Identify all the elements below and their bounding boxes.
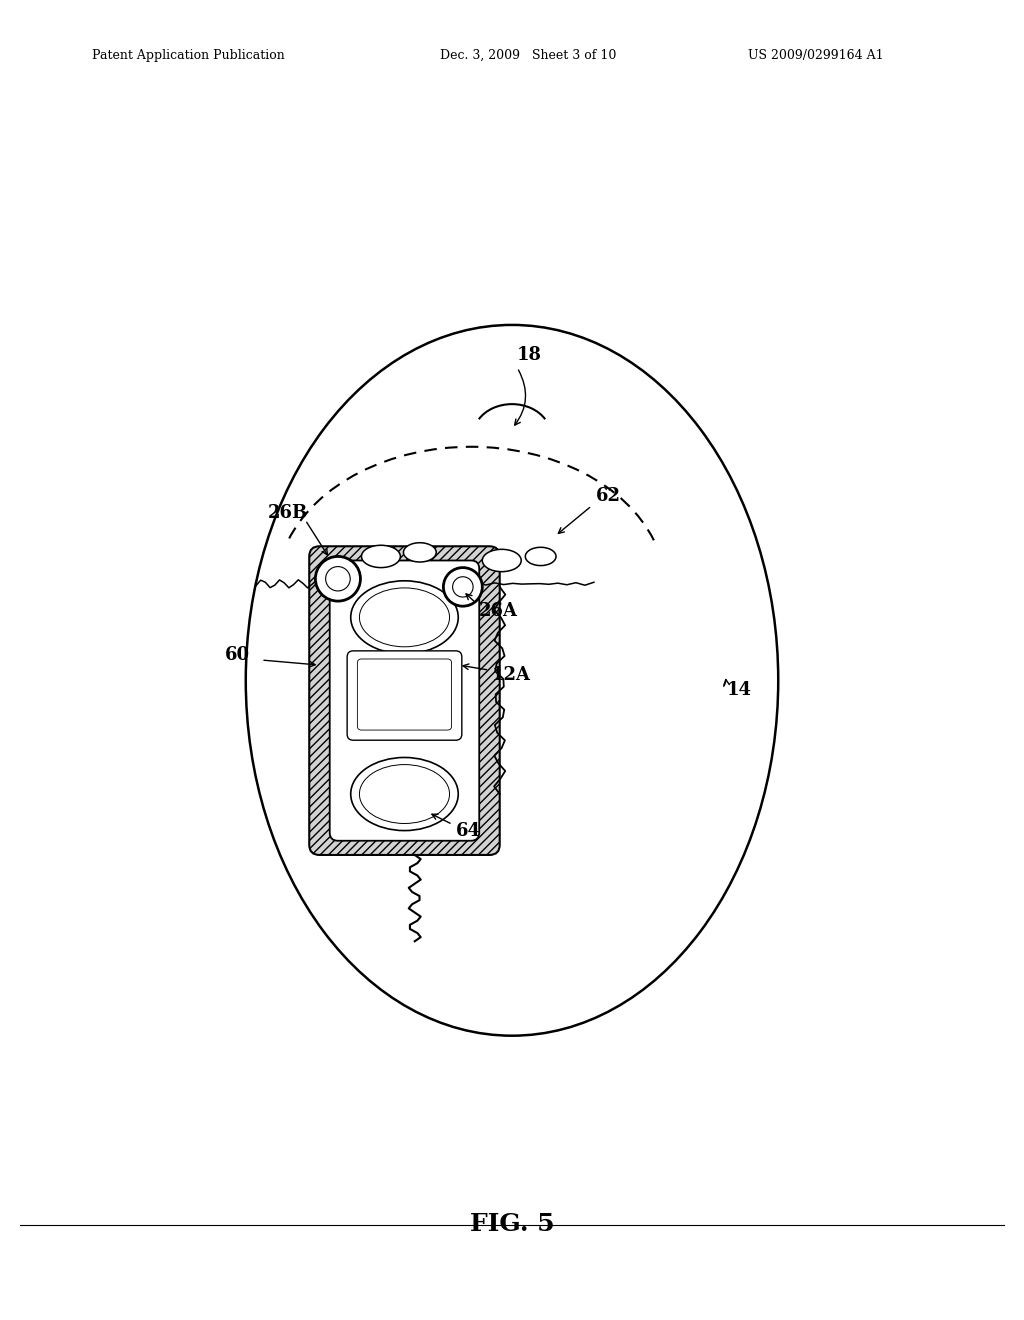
Text: 64: 64 [456, 821, 480, 840]
Text: 26B: 26B [268, 504, 308, 521]
Ellipse shape [482, 549, 521, 572]
Text: Dec. 3, 2009   Sheet 3 of 10: Dec. 3, 2009 Sheet 3 of 10 [440, 49, 616, 62]
Circle shape [315, 557, 360, 601]
Ellipse shape [350, 758, 459, 830]
Text: Patent Application Publication: Patent Application Publication [92, 49, 285, 62]
Circle shape [443, 568, 482, 606]
Ellipse shape [361, 545, 400, 568]
Circle shape [326, 566, 350, 591]
Text: 18: 18 [517, 346, 542, 363]
Text: 12A: 12A [492, 667, 530, 684]
FancyBboxPatch shape [330, 561, 479, 841]
FancyBboxPatch shape [309, 546, 500, 855]
Text: 26A: 26A [479, 602, 518, 620]
Ellipse shape [350, 581, 459, 653]
Text: 14: 14 [727, 681, 752, 700]
Text: 60: 60 [225, 645, 251, 664]
Ellipse shape [403, 543, 436, 562]
FancyBboxPatch shape [347, 651, 462, 741]
Text: 62: 62 [596, 487, 621, 504]
Ellipse shape [525, 548, 556, 565]
Text: FIG. 5: FIG. 5 [470, 1212, 554, 1236]
Circle shape [453, 577, 473, 597]
Text: US 2009/0299164 A1: US 2009/0299164 A1 [748, 49, 883, 62]
